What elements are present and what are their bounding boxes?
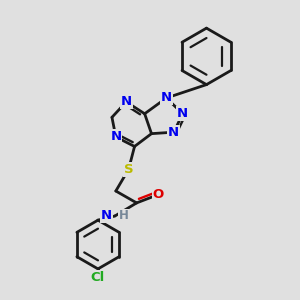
Text: N: N <box>121 95 132 108</box>
Text: S: S <box>124 163 134 176</box>
Text: N: N <box>161 92 172 104</box>
Text: N: N <box>110 130 122 143</box>
Text: N: N <box>168 126 179 139</box>
Text: N: N <box>177 107 188 120</box>
Text: H: H <box>118 209 128 223</box>
Text: Cl: Cl <box>91 271 105 284</box>
Text: O: O <box>153 188 164 201</box>
Text: N: N <box>101 209 112 223</box>
